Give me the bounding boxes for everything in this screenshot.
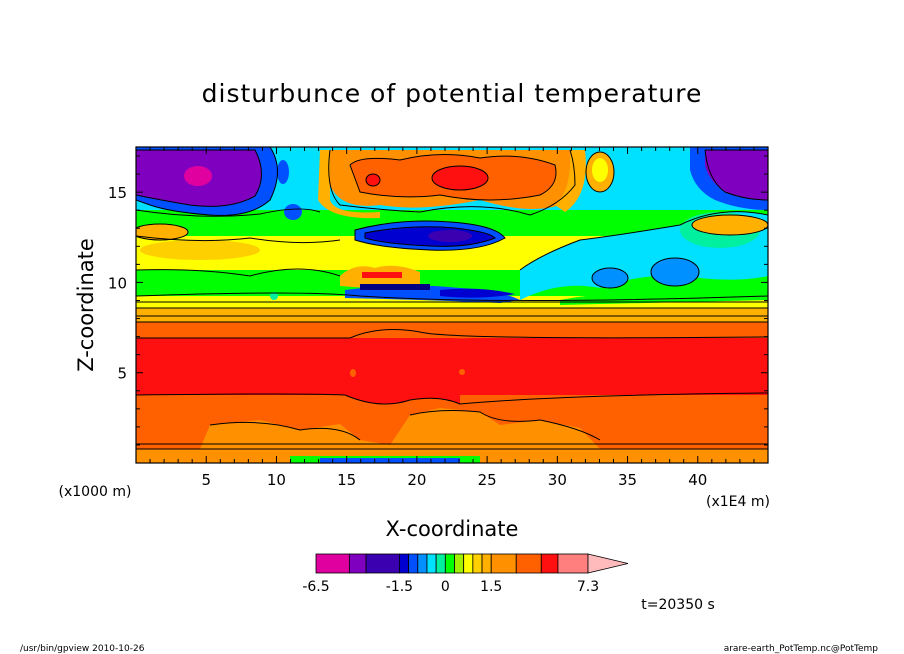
y-tick-label: 5: [117, 365, 127, 383]
axis-ticks: 5 10 15 20 25 30 35 40 5 10 15: [108, 147, 768, 489]
colorbar-swatch: [315, 553, 350, 574]
shear-dark: [360, 284, 430, 290]
blip-1: [270, 292, 278, 300]
x-tick-label: 20: [407, 471, 426, 489]
x-tick-label: 25: [478, 471, 497, 489]
colorbar-tick-label: 1.5: [480, 579, 502, 595]
upper-yellow-ring-right: [555, 150, 586, 212]
band-orange-mid: [136, 322, 768, 338]
blip-2: [350, 369, 356, 377]
colorbar-swatch: [348, 553, 367, 574]
band-yellow-orange: [136, 308, 768, 322]
colorbar-tick-label: 0: [441, 579, 450, 595]
colorbar-swatch: [515, 553, 542, 574]
plot-frame: [135, 146, 769, 464]
colorbar-extend-arrow: [587, 553, 629, 574]
colorbar-swatch: [472, 553, 483, 574]
colorbar-swatch: [490, 553, 517, 574]
footer-left: /usr/bin/gpview 2010-10-26: [20, 644, 145, 654]
y-axis-label: Z-coordinate: [74, 238, 98, 372]
top-left-blue-spot-2: [277, 160, 289, 184]
right-blue-patch-1: [592, 268, 628, 288]
plot-area: [136, 147, 768, 463]
left-yellow-lens: [140, 240, 260, 260]
colorbar-swatch: [365, 553, 400, 574]
upper-red-core-1: [366, 174, 380, 186]
top-left-magenta-core: [184, 166, 212, 186]
colorbar-swatch: [399, 553, 410, 574]
band-red: [136, 338, 768, 395]
colorbar-swatch: [408, 553, 419, 574]
upper-yellow-ring: [318, 150, 380, 219]
x-tick-label: 5: [201, 471, 211, 489]
right-orange-lens: [692, 215, 768, 235]
orange-dip: [350, 329, 470, 339]
upper-red-core-2: [432, 166, 488, 190]
colorbar-swatch: [463, 553, 474, 574]
x-tick-label: 35: [618, 471, 637, 489]
footer-right: arare-earth_PotTemp.nc@PotTemp: [724, 644, 879, 654]
colorbar-tick-label: 7.3: [577, 579, 599, 595]
colorbar-swatch: [557, 553, 589, 574]
upper-right-bubble-core: [592, 158, 608, 182]
contour-lines: [136, 147, 768, 450]
x-axis-label: X-coordinate: [386, 517, 519, 541]
top-left-blue-spot: [284, 204, 302, 220]
left-orange-lens: [136, 224, 188, 240]
x-tick-label: 30: [548, 471, 567, 489]
colorbar-swatch: [426, 553, 437, 574]
y-unit-label: (x1000 m): [59, 484, 132, 500]
x-tick-label: 10: [267, 471, 286, 489]
red-bulge: [345, 395, 460, 404]
x-tick-label: 15: [337, 471, 356, 489]
mid-purple-core: [428, 230, 472, 242]
time-label: t=20350 s: [641, 597, 715, 613]
y-tick-label: 10: [108, 274, 127, 292]
y-tick-label: 15: [108, 184, 127, 202]
right-green-strip: [560, 290, 768, 305]
colorbar-tick-labels: -6.5 -1.5 0 1.5 7.3: [302, 579, 599, 595]
chart-title: disturbunce of potential temperature: [202, 79, 703, 108]
colorbar: [315, 553, 629, 574]
top-right-purple-core: [705, 150, 768, 200]
right-blue-patch-2: [651, 258, 699, 286]
lower-orange-patch: [200, 408, 600, 449]
colorbar-tick-label: -6.5: [302, 579, 329, 595]
colorbar-swatch: [454, 553, 465, 574]
colorbar-swatch: [540, 553, 559, 574]
colorbar-swatch: [435, 553, 446, 574]
x-tick-label: 40: [688, 471, 707, 489]
shear-red: [362, 272, 402, 278]
colorbar-swatch: [444, 553, 455, 574]
colorbar-swatch: [417, 553, 428, 574]
colorbar-tick-label: -1.5: [386, 579, 413, 595]
x-unit-label: (x1E4 m): [706, 494, 770, 510]
shear-cyan: [440, 288, 515, 298]
colorbar-swatch: [481, 553, 492, 574]
bottom-cyan: [320, 458, 460, 463]
blip-3: [459, 369, 465, 375]
